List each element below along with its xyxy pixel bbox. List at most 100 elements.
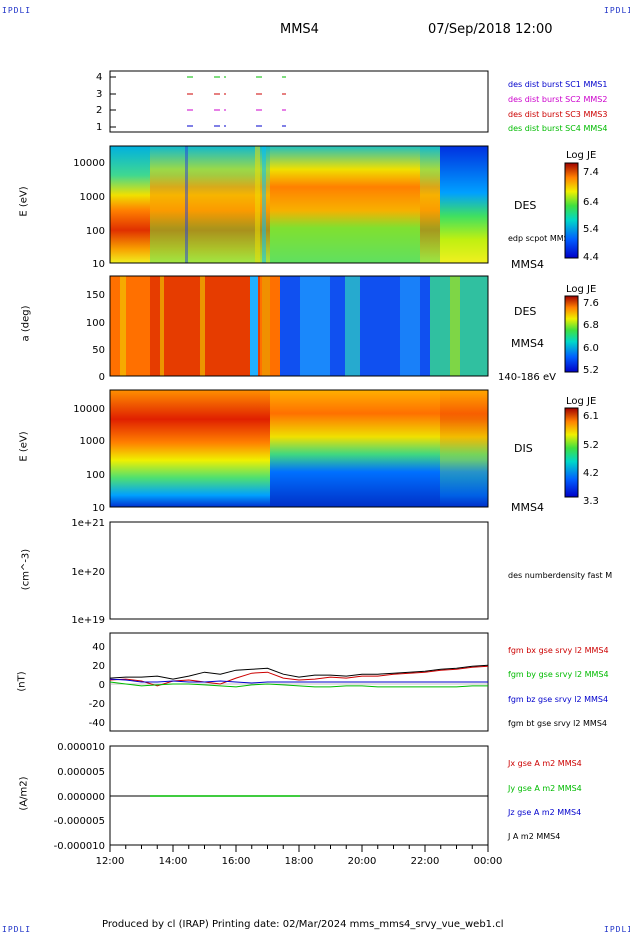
cbar-tick: 6.0 [583,343,599,354]
des-e-ylabel: E (eV) [18,186,30,217]
current-legend-jy: Jy gse A m2 MMS4 [507,784,582,793]
current-ylabel: (A/m2) [18,776,30,811]
dis-e-instrument-label: DIS [514,442,533,455]
cbar-tick: 5.2 [583,365,599,376]
field-series-lines [109,664,489,688]
time-tick-label: 14:00 [159,856,188,867]
time-tick-label: 18:00 [285,856,314,867]
status-tick-label: 3 [96,89,102,100]
field-panel: 40 20 0 -20 -40 fgm bx gse srvy l2 MMS4 … [89,632,609,732]
field-series-line [109,664,489,680]
cbar-tick: 4.2 [583,468,599,479]
dis-energy-spectrogram [109,389,489,508]
dis-e-tick-label: 10000 [73,404,105,415]
corner-label-bottom-right: IPDLI [604,925,630,934]
spacecraft-title: MMS4 [280,22,319,37]
field-ylabel: (nT) [16,671,28,692]
cbar-tick: 6.1 [583,411,599,422]
footer-credits: Produced by cl (IRAP) Printing date: 02/… [102,919,504,930]
cbar-tick: 5.4 [583,224,599,235]
cbar-tick: 6.8 [583,320,599,331]
des-e-instrument-label: DES [514,199,536,212]
field-tick-label: -20 [89,699,105,710]
corner-label-top-right: IPDLI [604,6,630,15]
des-pa-ylabel: a (deg) [20,305,32,342]
des-energy-spectrogram [109,145,489,264]
density-legend: des numberdensity fast M [508,571,612,580]
time-tick-label: 16:00 [222,856,251,867]
current-tick-label: 0.000005 [57,767,105,778]
cbar-tick: 7.4 [583,167,599,178]
current-panel: 0.000010 0.000005 0.000000 -0.000005 -0.… [54,742,582,852]
current-legend-j: J A m2 MMS4 [507,832,560,841]
cbar-tick: 6.4 [583,197,599,208]
des-pa-tick-label: 0 [99,372,105,383]
scpot-overlay-label: edp scpot MMS4 [508,234,574,243]
des-pa-cbar-title: Log JE [566,284,596,295]
field-tick-label: -40 [89,718,105,729]
des-pa-colorbar: Log JE 7.6 6.8 6.0 5.2 [564,284,599,376]
time-tick-label: 20:00 [348,856,377,867]
des-e-sc-label: MMS4 [511,258,544,271]
dis-e-sc-label: MMS4 [511,501,544,514]
cbar-tick: 7.6 [583,298,599,309]
density-ylabel: (cm^-3) [20,548,32,591]
current-legend-jz: Jz gse A m2 MMS4 [507,808,581,817]
dis-e-tick-label: 1000 [80,436,105,447]
time-axis-ticks [109,845,489,852]
status-legend-mms3: des dist burst SC3 MMS3 [508,110,607,119]
field-legend-bx: fgm bx gse srvy l2 MMS4 [508,646,609,655]
field-series-line [109,681,488,688]
cbar-tick: 3.3 [583,496,599,507]
density-tick-label: 1e+20 [71,567,105,578]
density-tick-label: 1e+21 [71,518,105,529]
des-e-tick-label: 1000 [80,192,105,203]
des-pa-tick-label: 150 [86,290,105,301]
cbar-tick: 5.2 [583,440,599,451]
dis-e-cbar-title: Log JE [566,396,596,407]
status-tick-label: 2 [96,105,102,116]
status-legend-mms2: des dist burst SC2 MMS2 [508,95,607,104]
field-legend-by: fgm by gse srvy l2 MMS4 [508,670,609,679]
des-e-tick-label: 10 [92,259,105,270]
corner-label-bottom-left: IPDLI [2,925,32,934]
cbar-tick: 4.4 [583,252,599,263]
density-tick-label: 1e+19 [71,615,105,626]
des-pa-energy-range: 140-186 eV [498,372,556,383]
field-legend-bz: fgm bz gse srvy l2 MMS4 [508,695,608,704]
field-tick-label: 0 [99,680,105,691]
corner-label-top-left: IPDLI [2,6,32,15]
des-pa-instrument-label: DES [514,305,536,318]
status-tick-marks [110,76,116,128]
dis-e-tick-label: 10 [92,503,105,514]
time-tick-label: 00:00 [474,856,503,867]
des-e-colorbar: Log JE 7.4 6.4 5.4 4.4 [564,150,599,263]
time-tick-label: 12:00 [96,856,125,867]
dis-e-colorbar: Log JE 6.1 5.2 4.2 3.3 [564,396,599,507]
density-panel: 1e+21 1e+20 1e+19 des numberdensity fast… [71,518,612,626]
des-pitch-spectrogram [109,275,489,377]
current-tick-label: -0.000005 [54,816,105,827]
field-series-line [109,678,488,684]
status-panel-frame [109,70,489,133]
des-pa-sc-label: MMS4 [511,337,544,350]
status-legend-mms4: des dist burst SC4 MMS4 [508,124,607,133]
current-tick-label: 0.000000 [57,792,105,803]
time-tick-label: 22:00 [411,856,440,867]
status-tick-label: 1 [96,122,102,133]
des-pa-tick-label: 50 [92,345,105,356]
dis-e-tick-label: 100 [86,470,105,481]
field-tick-label: 40 [92,642,105,653]
status-tick-label: 4 [96,72,102,83]
dis-e-ylabel: E (eV) [18,431,30,462]
des-e-cbar-title: Log JE [566,150,596,161]
des-pa-tick-label: 100 [86,318,105,329]
current-tick-label: 0.000010 [57,742,105,753]
field-legend-bt: fgm bt gse srvy l2 MMS4 [508,719,607,728]
des-e-tick-label: 100 [86,226,105,237]
status-legend-mms1: des dist burst SC1 MMS1 [508,80,607,89]
des-e-tick-label: 10000 [73,158,105,169]
field-tick-label: 20 [92,661,105,672]
